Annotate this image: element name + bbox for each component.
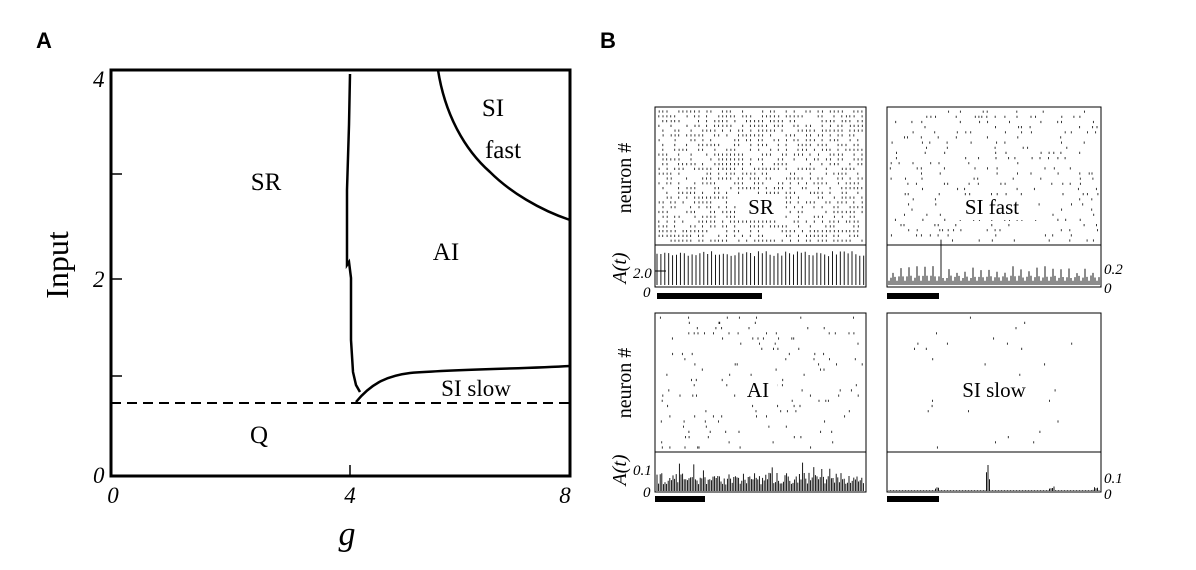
- activity-trace-path: [888, 465, 1100, 491]
- spike-marks: [659, 316, 863, 449]
- activity-frame-si-slow: [886, 451, 1102, 493]
- panel-b-label: B: [600, 28, 616, 53]
- row-label-bottom: neuron #: [614, 348, 636, 419]
- sr-ai-boundary: [345, 73, 362, 393]
- title-backdrop-si-fast: [946, 196, 1038, 220]
- subplot-ai: AI 0.1 0: [633, 312, 867, 502]
- scale-label-si-slow: 0.1: [1104, 471, 1123, 487]
- raster-ai: [659, 316, 863, 449]
- title-backdrop-si-slow: [949, 378, 1039, 404]
- activity-trace-path: [656, 462, 864, 491]
- zero-label-sr: 0: [643, 285, 651, 301]
- time-scale-bar-si-slow: [887, 496, 939, 502]
- x-tick-label-4: 4: [344, 483, 356, 508]
- time-scale-bar-si-fast: [887, 293, 939, 299]
- activity-label-top: A(t): [609, 252, 631, 285]
- scale-label-ai: 0.1: [633, 463, 652, 479]
- region-ai-label: AI: [433, 239, 459, 266]
- subplot-sr: SR 2.0 0: [633, 106, 867, 301]
- phase-diagram-frame: [109, 68, 572, 478]
- zero-label-si-fast: 0: [1104, 281, 1112, 297]
- activity-label-bottom: A(t): [609, 454, 631, 487]
- time-scale-bar-sr: [657, 293, 762, 299]
- zero-label-si-slow: 0: [1104, 487, 1112, 503]
- subplot-si-slow: SI slow 0.1 0: [886, 312, 1123, 503]
- title-backdrop-sr: [737, 196, 785, 220]
- x-tick-label-8: 8: [559, 483, 571, 508]
- y-tick-label-4: 4: [93, 67, 105, 92]
- region-si-fast-label-line1: SI: [482, 95, 504, 122]
- region-si-fast-label-line2: fast: [485, 137, 521, 164]
- subplot-title-ai: AI: [747, 378, 769, 402]
- x-axis-title: g: [339, 516, 356, 553]
- raster-frame-si-slow: [886, 312, 1102, 453]
- activity-trace-path: [656, 251, 865, 285]
- subplot-si-fast: SI fast 0.2 0: [886, 106, 1123, 299]
- x-tick-label-0: 0: [107, 483, 119, 508]
- time-scale-bar-ai: [655, 496, 705, 502]
- subplot-title-si-slow: SI slow: [962, 378, 1026, 402]
- y-tick-label-0: 0: [93, 463, 105, 488]
- raster-sr: [658, 110, 863, 242]
- row-label-top: neuron #: [614, 143, 636, 214]
- y-tick-label-2: 2: [93, 267, 105, 292]
- activity-trace-ai: [656, 462, 864, 491]
- activity-trace-si-slow: [888, 465, 1100, 491]
- zero-label-ai: 0: [643, 485, 651, 501]
- spike-marks: [658, 110, 863, 242]
- scale-label-si-fast: 0.2: [1104, 262, 1123, 278]
- activity-trace-sr: [656, 251, 865, 285]
- raster-frame-si-fast: [886, 106, 1102, 246]
- title-backdrop-ai: [739, 378, 777, 404]
- activity-trace-path: [888, 239, 1100, 285]
- raster-frame-sr: [654, 106, 867, 246]
- subplot-title-sr: SR: [748, 195, 774, 219]
- ai-si-slow-boundary: [355, 364, 571, 403]
- phase-diagram: SR AI SI fast SI slow Q 4 2 0 0 4 8 g In…: [39, 67, 572, 553]
- si-fast-boundary: [436, 69, 571, 222]
- region-q-label: Q: [250, 422, 268, 449]
- activity-trace-si-fast: [888, 239, 1100, 285]
- panel-a-label: A: [36, 28, 52, 53]
- region-si-slow-label: SI slow: [441, 376, 511, 401]
- y-axis-title: Input: [39, 231, 75, 299]
- subplot-title-si-fast: SI fast: [965, 195, 1019, 219]
- region-sr-label: SR: [251, 169, 282, 196]
- activity-frame-sr: [654, 244, 867, 288]
- scale-label-sr: 2.0: [633, 266, 652, 282]
